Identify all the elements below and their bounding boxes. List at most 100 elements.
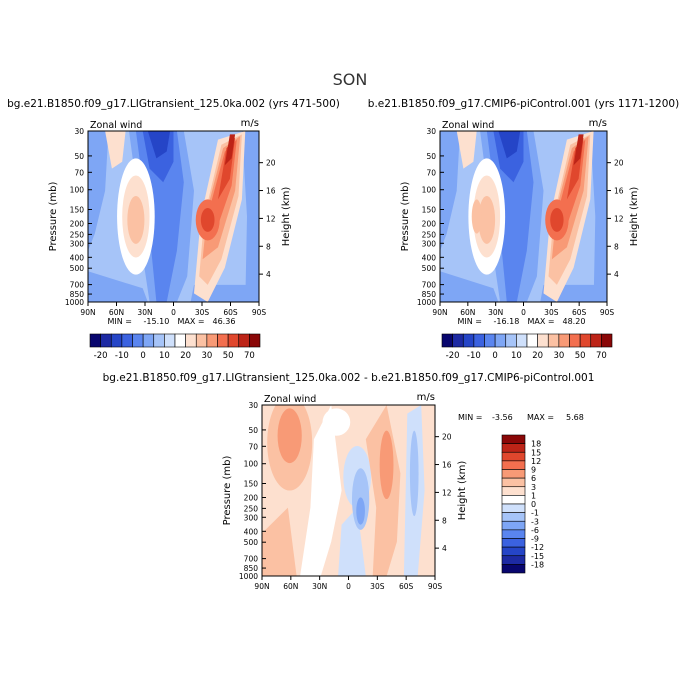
- y-axis-title: Pressure (mb): [48, 182, 59, 252]
- y-tick-label: 150: [422, 205, 437, 214]
- min-value: -15.10: [144, 317, 170, 326]
- y-tick-label: 150: [70, 205, 85, 214]
- colorbar-swatch: [501, 529, 526, 539]
- colorbar-swatch: [501, 495, 526, 505]
- field-label: Zonal wind: [264, 394, 316, 405]
- colorbar-label: 50: [223, 351, 234, 361]
- y-tick-label: 30: [248, 401, 258, 410]
- y-right-tick-label: 20: [266, 159, 276, 168]
- y-right-tick-label: 20: [442, 433, 452, 442]
- contour-shape: [241, 131, 259, 302]
- contour-shape: [478, 195, 496, 244]
- contour-shape: [409, 430, 419, 517]
- min-label: MIN =: [108, 317, 133, 326]
- colorbar-label: 9: [531, 466, 536, 475]
- y-right-tick-label: 8: [266, 242, 271, 251]
- x-tick-label: 0: [521, 308, 526, 317]
- y-tick-label: 30: [426, 127, 436, 136]
- y-right-tick-label: 4: [614, 270, 619, 279]
- colorbar-swatch: [501, 460, 526, 470]
- y-right-tick-label: 16: [266, 187, 276, 196]
- colorbar-label: -10: [115, 351, 129, 361]
- y-tick-label: 400: [244, 527, 259, 536]
- unit-label: m/s: [417, 392, 435, 403]
- y-tick-label: 850: [70, 290, 85, 299]
- x-tick-label: 60S: [399, 582, 414, 591]
- y-tick-label: 300: [244, 513, 259, 522]
- colorbar-label: 20: [180, 351, 191, 361]
- colorbar-swatch: [452, 333, 464, 348]
- colorbar-swatch: [569, 333, 581, 348]
- colorbar-swatch: [501, 512, 526, 522]
- y-tick-label: 200: [422, 220, 437, 229]
- y-tick-label: 70: [426, 168, 436, 177]
- y-tick-label: 70: [248, 442, 258, 451]
- colorbar-swatch: [516, 333, 528, 348]
- colorbar-label: -15: [531, 552, 544, 561]
- y-right-axis-title: Height (km): [281, 187, 292, 247]
- colorbar-swatch: [121, 333, 133, 348]
- colorbar-swatch: [505, 333, 517, 348]
- y-tick-label: 300: [422, 239, 437, 248]
- colorbar-swatch: [174, 333, 186, 348]
- colorbar-label: 20: [532, 351, 543, 361]
- x-tick-label: 60N: [460, 308, 475, 317]
- y-right-tick-label: 12: [614, 214, 624, 223]
- y-right-axis-title: Height (km): [457, 461, 468, 521]
- colorbar-label: -20: [446, 351, 460, 361]
- colorbar-swatch: [501, 555, 526, 565]
- colorbar-swatch: [501, 469, 526, 479]
- x-tick-label: 60S: [223, 308, 238, 317]
- contour-shape: [147, 131, 171, 159]
- colorbar-swatch: [501, 538, 526, 548]
- colorbar-label: 30: [553, 351, 564, 361]
- colorbar-label: 1: [531, 491, 536, 500]
- colorbar-label: 15: [531, 448, 541, 457]
- y-tick-label: 250: [70, 230, 85, 239]
- y-right-tick-label: 12: [442, 488, 452, 497]
- y-tick-label: 150: [244, 479, 259, 488]
- contour-shape: [440, 271, 499, 302]
- colorbar-label: -3: [531, 517, 539, 526]
- colorbar-label: 0: [140, 351, 145, 361]
- contour-shape: [277, 408, 302, 464]
- page-title: SON: [333, 70, 368, 89]
- x-tick-label: 90N: [432, 308, 447, 317]
- panel-title: b.e21.B1850.f09_g17.CMIP6-piControl.001 …: [368, 98, 679, 110]
- colorbar-swatch: [217, 333, 229, 348]
- max-label: MAX =: [178, 317, 205, 326]
- y-right-tick-label: 8: [442, 516, 447, 525]
- contour-shape: [356, 497, 365, 525]
- x-tick-label: 30S: [370, 582, 385, 591]
- colorbar-swatch: [501, 564, 526, 574]
- colorbar-swatch: [501, 546, 526, 557]
- colorbar-swatch: [501, 503, 526, 513]
- y-tick-label: 1000: [417, 298, 436, 307]
- colorbar-label: 18: [531, 440, 541, 449]
- y-tick-label: 300: [70, 239, 85, 248]
- contour-shape: [200, 207, 215, 232]
- y-tick-label: 850: [244, 564, 259, 573]
- colorbar-swatch: [227, 333, 240, 348]
- contour-panel-1: bg.e21.B1850.f09_g17.LIGtransient_125.0k…: [7, 98, 340, 361]
- y-tick-label: 250: [244, 504, 259, 513]
- contour-shape: [88, 271, 148, 302]
- y-tick-label: 400: [422, 253, 437, 262]
- colorbar-swatch: [441, 333, 453, 348]
- colorbar-label: 70: [596, 351, 607, 361]
- colorbar-label: 6: [531, 474, 536, 483]
- colorbar-swatch: [501, 477, 526, 488]
- x-tick-label: 0: [171, 308, 176, 317]
- contour-shape: [105, 131, 126, 169]
- contour-shape: [224, 134, 236, 166]
- colorbar-swatch: [579, 333, 592, 348]
- panel-title: bg.e21.B1850.f09_g17.LIGtransient_125.0k…: [103, 372, 595, 384]
- y-tick-label: 100: [422, 186, 437, 195]
- y-right-tick-label: 8: [614, 242, 619, 251]
- min-value: -3.56: [492, 413, 513, 422]
- max-value: 48.20: [563, 317, 586, 326]
- colorbar-label: -12: [531, 543, 544, 552]
- y-tick-label: 50: [74, 152, 84, 161]
- contour-shape: [456, 131, 477, 169]
- colorbar-swatch: [195, 333, 208, 348]
